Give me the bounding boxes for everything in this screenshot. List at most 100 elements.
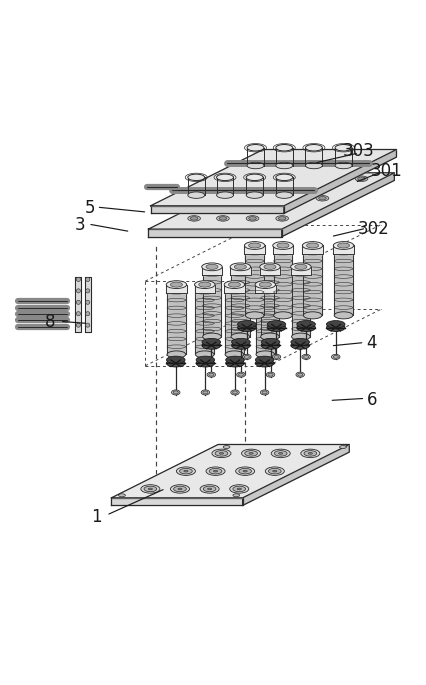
- Ellipse shape: [304, 451, 317, 456]
- Ellipse shape: [86, 323, 90, 327]
- Polygon shape: [202, 267, 222, 275]
- Ellipse shape: [141, 485, 160, 493]
- Ellipse shape: [261, 333, 279, 340]
- Ellipse shape: [230, 197, 238, 200]
- Ellipse shape: [148, 488, 153, 490]
- Ellipse shape: [172, 390, 180, 395]
- Ellipse shape: [272, 354, 281, 360]
- Ellipse shape: [276, 216, 288, 221]
- Ellipse shape: [297, 321, 315, 328]
- Text: 303: 303: [343, 142, 375, 160]
- Ellipse shape: [176, 467, 196, 475]
- Polygon shape: [167, 284, 186, 354]
- Text: 6: 6: [366, 390, 377, 409]
- Ellipse shape: [325, 176, 338, 182]
- Ellipse shape: [302, 354, 311, 360]
- Ellipse shape: [203, 333, 221, 340]
- Ellipse shape: [173, 391, 178, 394]
- Polygon shape: [203, 267, 221, 336]
- Ellipse shape: [255, 281, 276, 288]
- Ellipse shape: [207, 488, 212, 490]
- Ellipse shape: [226, 356, 245, 364]
- Ellipse shape: [201, 390, 210, 395]
- Ellipse shape: [231, 390, 239, 395]
- Polygon shape: [302, 245, 323, 254]
- Ellipse shape: [213, 471, 218, 472]
- Ellipse shape: [304, 356, 309, 358]
- Ellipse shape: [212, 449, 231, 458]
- Ellipse shape: [264, 264, 276, 269]
- Ellipse shape: [188, 192, 205, 199]
- Polygon shape: [273, 245, 292, 315]
- Ellipse shape: [86, 300, 90, 304]
- Ellipse shape: [335, 162, 352, 169]
- Ellipse shape: [246, 192, 263, 199]
- Ellipse shape: [239, 469, 251, 474]
- Ellipse shape: [276, 174, 293, 181]
- Ellipse shape: [291, 342, 310, 349]
- Ellipse shape: [190, 216, 198, 220]
- Polygon shape: [150, 206, 284, 214]
- Ellipse shape: [170, 485, 190, 493]
- Ellipse shape: [267, 324, 286, 332]
- Ellipse shape: [167, 356, 185, 364]
- Ellipse shape: [86, 277, 90, 282]
- Ellipse shape: [232, 342, 250, 349]
- Polygon shape: [196, 284, 214, 354]
- Ellipse shape: [261, 338, 280, 346]
- Ellipse shape: [291, 333, 310, 340]
- Ellipse shape: [273, 471, 277, 472]
- Ellipse shape: [326, 321, 345, 328]
- Polygon shape: [243, 445, 349, 506]
- Ellipse shape: [237, 488, 242, 490]
- Ellipse shape: [308, 453, 312, 454]
- Ellipse shape: [249, 243, 261, 248]
- Ellipse shape: [170, 282, 182, 287]
- Ellipse shape: [202, 263, 222, 271]
- Ellipse shape: [226, 360, 245, 367]
- Ellipse shape: [266, 372, 275, 377]
- Ellipse shape: [301, 449, 320, 458]
- Ellipse shape: [299, 177, 306, 180]
- Ellipse shape: [265, 467, 284, 475]
- Polygon shape: [291, 267, 310, 336]
- Ellipse shape: [276, 192, 293, 199]
- Ellipse shape: [295, 264, 307, 269]
- Ellipse shape: [274, 451, 287, 456]
- Polygon shape: [245, 245, 265, 254]
- Ellipse shape: [270, 177, 277, 180]
- Ellipse shape: [260, 263, 280, 271]
- Polygon shape: [112, 445, 349, 498]
- Polygon shape: [148, 173, 394, 229]
- Ellipse shape: [86, 312, 90, 316]
- Polygon shape: [166, 284, 187, 293]
- Ellipse shape: [255, 356, 274, 364]
- Ellipse shape: [286, 195, 299, 201]
- Polygon shape: [260, 267, 280, 275]
- Ellipse shape: [223, 445, 230, 449]
- Polygon shape: [282, 173, 394, 237]
- Ellipse shape: [234, 264, 246, 269]
- Ellipse shape: [245, 356, 249, 358]
- Ellipse shape: [188, 174, 205, 181]
- Ellipse shape: [273, 312, 292, 319]
- Ellipse shape: [296, 176, 309, 182]
- Ellipse shape: [298, 373, 303, 376]
- Ellipse shape: [202, 338, 221, 346]
- Ellipse shape: [245, 242, 265, 249]
- Ellipse shape: [333, 356, 338, 358]
- Ellipse shape: [268, 469, 281, 474]
- Ellipse shape: [196, 360, 215, 367]
- Ellipse shape: [76, 277, 81, 282]
- Ellipse shape: [237, 372, 245, 377]
- Ellipse shape: [231, 333, 250, 340]
- Ellipse shape: [199, 282, 211, 287]
- Ellipse shape: [355, 176, 368, 182]
- Ellipse shape: [228, 195, 241, 201]
- Ellipse shape: [245, 451, 257, 456]
- Ellipse shape: [184, 471, 188, 472]
- Ellipse shape: [243, 471, 247, 472]
- Ellipse shape: [233, 494, 240, 497]
- Ellipse shape: [307, 243, 319, 248]
- Ellipse shape: [256, 351, 275, 358]
